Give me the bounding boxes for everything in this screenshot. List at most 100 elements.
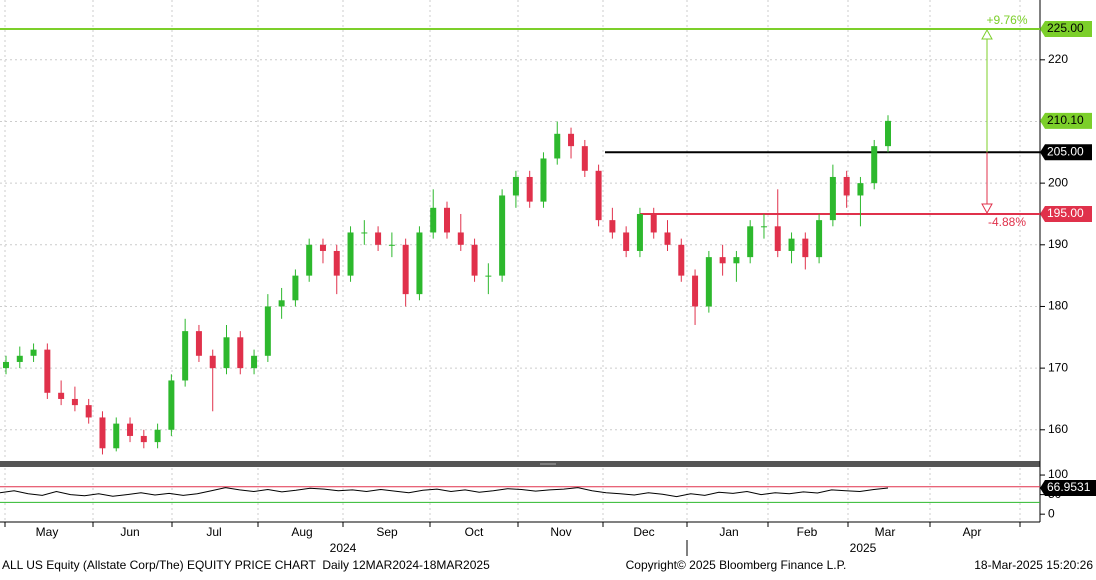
candle-body: [747, 226, 754, 258]
candle-body: [788, 238, 795, 251]
month-label: Sep: [376, 525, 398, 539]
candle-body: [719, 257, 726, 264]
year-label: 2024: [330, 541, 357, 555]
candle-body: [512, 176, 519, 196]
candle-body: [264, 306, 271, 356]
y-tick-label: 220: [1048, 52, 1068, 66]
candle-body: [774, 226, 781, 251]
candle-body: [402, 244, 409, 295]
candle-body: [195, 331, 202, 356]
candle-body: [540, 158, 547, 202]
candle-body: [44, 349, 51, 393]
candle-body: [568, 133, 575, 147]
candle-body: [636, 213, 643, 251]
month-label: May: [36, 525, 59, 539]
footer-center: Copyright© 2025 Bloomberg Finance L.P.: [626, 558, 847, 572]
candle-body: [278, 300, 285, 307]
candle-body: [816, 220, 823, 258]
candle-body: [30, 349, 37, 356]
month-label: Oct: [465, 525, 484, 539]
candle-body: [292, 275, 299, 301]
y-tick-label: 160: [1048, 422, 1068, 436]
year-label: 2025: [850, 541, 877, 555]
level-tag-box: [1040, 20, 1092, 37]
candle-body: [733, 257, 740, 264]
candle-body: [361, 232, 368, 234]
month-label: Aug: [291, 525, 312, 539]
level-tag-label: 205.00: [1047, 144, 1084, 158]
candle-body: [168, 380, 175, 430]
candle-body: [85, 405, 92, 418]
month-label: Jan: [719, 525, 738, 539]
candle-body: [430, 207, 437, 233]
y-tick-label: 200: [1048, 175, 1068, 189]
candle-body: [623, 232, 630, 251]
month-label: Nov: [550, 525, 571, 539]
month-label: Dec: [633, 525, 654, 539]
candle-body: [140, 435, 147, 443]
month-label: Mar: [875, 525, 896, 539]
rsi-last-label: 66.9531: [1047, 480, 1091, 494]
candle-body: [375, 232, 382, 245]
candle-body: [127, 423, 134, 436]
candle-body: [705, 257, 712, 307]
candle-body: [650, 213, 657, 233]
candle-body: [209, 355, 216, 369]
rsi-tick-label: 0: [1048, 506, 1055, 520]
footer-right: 18-Mar-2025 15:20:26: [974, 558, 1093, 572]
candle-body: [416, 232, 423, 295]
candle-body: [609, 220, 616, 233]
month-label: Apr: [963, 525, 982, 539]
candle-body: [829, 176, 836, 221]
candle-body: [444, 207, 450, 233]
candle-body: [251, 355, 258, 369]
last-price-tag-box: [1040, 112, 1092, 129]
candle-body: [182, 331, 189, 381]
candle-body: [760, 226, 767, 228]
y-tick-label: 190: [1048, 237, 1068, 251]
candle-body: [678, 244, 685, 276]
upside-arrowhead: [981, 28, 993, 40]
candle-body: [223, 337, 230, 369]
candle-body: [58, 392, 65, 399]
candle-body: [692, 275, 699, 307]
candle-body: [857, 183, 864, 196]
candle-body: [333, 250, 340, 276]
candle-body: [3, 361, 9, 369]
candle-body: [99, 417, 106, 449]
last-price-tag-label: 210.10: [1047, 113, 1084, 127]
candle-body: [471, 244, 478, 276]
rsi-line: [0, 487, 889, 498]
candle-body: [871, 146, 878, 184]
candle-body: [554, 133, 561, 159]
candle-body: [664, 232, 671, 245]
candle-body: [499, 195, 506, 276]
candle-body: [154, 429, 161, 443]
level-tag-label: 195.00: [1047, 206, 1084, 220]
level-tag-box: [1040, 144, 1092, 161]
month-label: Jul: [206, 525, 221, 539]
candle-body: [16, 355, 23, 362]
level-tag-box: [1040, 205, 1092, 222]
rsi-tick-label: 100: [1048, 467, 1068, 481]
downside-annotation: -4.88%: [988, 215, 1026, 229]
footer-left: ALL US Equity (Allstate Corp/The) EQUITY…: [2, 558, 490, 572]
panel-divider: [0, 461, 1040, 467]
candle-body: [485, 275, 492, 277]
candle-body: [319, 244, 326, 251]
candle-body: [306, 244, 313, 276]
y-tick-label: 170: [1048, 360, 1068, 374]
candle-body: [113, 423, 120, 449]
level-tag-label: 225.00: [1047, 21, 1084, 35]
month-label: Feb: [797, 525, 818, 539]
candle-body: [802, 238, 809, 258]
candle-body: [388, 244, 395, 246]
candle-body: [347, 232, 354, 276]
candle-body: [581, 146, 588, 171]
candle-body: [71, 398, 78, 406]
candle-body: [237, 337, 244, 369]
candle-body: [843, 176, 850, 196]
candle-body: [457, 232, 464, 245]
